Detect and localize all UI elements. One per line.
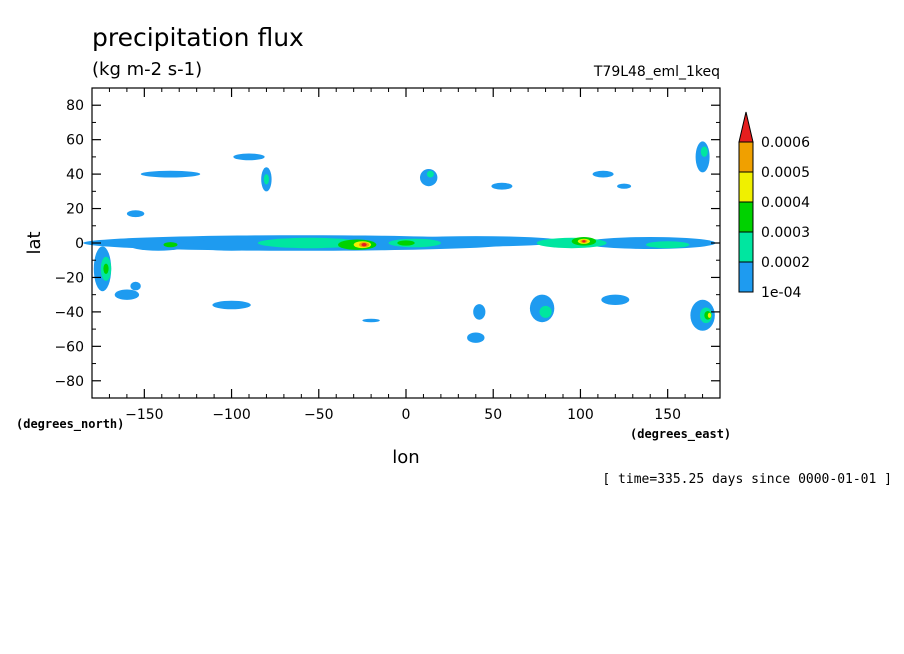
y-tick-label: −80: [54, 374, 84, 390]
precip-contour-level-1: [473, 304, 486, 320]
precip-contour-level-3: [397, 240, 415, 246]
precip-contour-level-3: [103, 263, 109, 274]
x-tick-label: −150: [125, 407, 163, 423]
colorbar-label: 1e-04: [761, 285, 801, 301]
precip-contour-level-2: [700, 146, 708, 157]
precip-contour-level-3: [163, 242, 178, 248]
precip-contour-level-1: [126, 210, 145, 218]
precipitation-field: [83, 141, 716, 343]
colorbar-label: 0.0003: [761, 225, 810, 241]
precip-contour-level-2: [263, 174, 269, 185]
precip-contour-level-2: [426, 170, 434, 178]
x-tick-label: −100: [212, 407, 250, 423]
precip-contour-level-2: [388, 238, 441, 248]
colorbar-swatch: [738, 261, 754, 293]
y-tick-label: −60: [54, 339, 84, 355]
chart-title: precipitation flux: [92, 23, 304, 52]
time-footnote: [ time=335.25 days since 0000-01-01 ]: [602, 472, 892, 487]
precip-contour-level-1: [617, 183, 632, 189]
precip-contour-level-2: [536, 237, 607, 249]
precip-contour-level-1: [140, 170, 201, 178]
precip-contour-level-6: [361, 243, 367, 247]
y-tick-label: −20: [54, 270, 84, 286]
precip-contour-level-2: [257, 237, 363, 249]
y-axis-label: lat: [24, 231, 45, 254]
precip-contour-level-2: [645, 241, 690, 249]
precip-contour-level-1: [127, 238, 189, 251]
colorbar-extend-max: [738, 111, 754, 143]
x-tick-label: −50: [304, 407, 334, 423]
precip-contour-level-1: [601, 294, 630, 305]
precip-contour-level-1: [212, 300, 251, 310]
colorbar: 1e-04 0.0002 0.0003 0.0004 0.0005 0.0006: [738, 111, 810, 301]
precip-contour-level-1: [592, 170, 614, 178]
colorbar-label: 0.0005: [761, 165, 810, 181]
colorbar-swatch: [738, 141, 754, 173]
y-tick-label: 20: [66, 202, 84, 218]
x-tick-label: 100: [567, 407, 594, 423]
x-tick-label: 150: [654, 407, 681, 423]
colorbar-swatch: [738, 201, 754, 233]
x-axis-units: (degrees_east): [630, 427, 731, 442]
precip-contour-level-1: [467, 332, 485, 343]
colorbar-swatch: [738, 231, 754, 263]
precip-contour-level-6: [582, 240, 586, 243]
colorbar-label: 0.0002: [761, 255, 810, 271]
precip-contour-level-2: [539, 305, 552, 318]
colorbar-label: 0.0006: [761, 135, 810, 151]
y-tick-label: 40: [66, 167, 84, 183]
precip-contour-level-1: [192, 238, 271, 251]
y-axis-ticks: 80 60 40 20 0 −20 −40 −60 −80: [54, 87, 720, 399]
precip-contour-level-1: [362, 318, 380, 323]
y-axis-units: (degrees_north): [16, 417, 124, 432]
chart-units: (kg m-2 s-1): [92, 59, 202, 80]
x-axis-ticks: −150 −100 −50 0 50 100 150: [108, 88, 704, 423]
x-axis-label: lon: [392, 447, 419, 468]
precip-contour-level-1: [491, 182, 513, 190]
colorbar-label: 0.0004: [761, 195, 810, 211]
x-tick-label: 0: [402, 407, 411, 423]
y-tick-label: −40: [54, 305, 84, 321]
x-tick-label: 50: [484, 407, 502, 423]
precip-contour-level-1: [695, 141, 710, 173]
colorbar-swatch: [738, 171, 754, 203]
precip-contour-level-1: [233, 153, 265, 161]
y-tick-label: 80: [66, 98, 84, 114]
y-tick-label: 60: [66, 133, 84, 149]
y-tick-label: 0: [75, 236, 84, 252]
precip-contour-level-1: [130, 281, 141, 291]
run-label: T79L48_eml_1keq: [593, 64, 720, 80]
precip-contour-level-4: [707, 312, 712, 318]
precip-contour-level-1: [114, 289, 140, 300]
